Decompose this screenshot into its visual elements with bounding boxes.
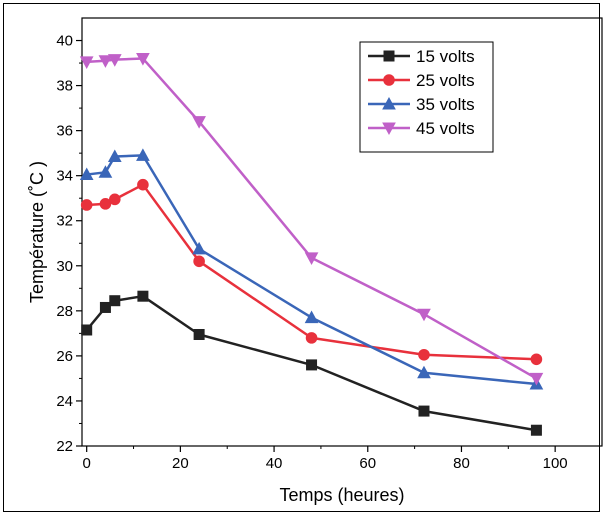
plot-area	[81, 17, 603, 447]
y-tick-label: 38	[56, 78, 73, 95]
data-point	[109, 295, 121, 307]
data-point	[137, 178, 149, 191]
legend: 15 volts 25 volts 35 volts 45 volts	[359, 41, 494, 153]
legend-item: 45 volts	[368, 119, 475, 138]
data-point	[306, 359, 318, 371]
legend-marker	[382, 122, 396, 136]
y-tick-label: 40	[56, 33, 73, 50]
y-tick-label: 30	[56, 258, 73, 275]
x-axis: 0 20 40 60 80 100	[83, 446, 568, 472]
series-0	[81, 290, 542, 436]
y-tick-label: 34	[56, 168, 73, 185]
y-axis-label: Température (˚C )	[27, 161, 47, 303]
x-tick-label: 80	[453, 455, 470, 472]
x-tick-label: 20	[172, 455, 189, 472]
data-point	[305, 332, 318, 344]
legend-marker	[382, 96, 396, 110]
x-tick-label: 40	[266, 455, 283, 472]
data-point	[107, 149, 122, 163]
figure-frame	[3, 3, 600, 512]
data-point	[99, 198, 112, 210]
data-point	[417, 308, 431, 322]
y-tick-label: 32	[56, 213, 73, 230]
data-point	[418, 348, 430, 361]
series-layer	[79, 53, 544, 436]
data-point	[304, 252, 319, 265]
data-point	[136, 148, 150, 161]
series-3	[79, 53, 544, 386]
legend-label: 15 volts	[416, 47, 475, 66]
data-point	[418, 405, 430, 417]
data-point	[98, 55, 113, 68]
data-point	[107, 54, 122, 67]
data-point	[98, 165, 113, 178]
data-point	[530, 424, 542, 436]
legend-marker	[383, 74, 395, 86]
data-point	[136, 53, 150, 66]
y-tick-label: 28	[56, 303, 73, 320]
y-tick-label: 26	[56, 348, 73, 365]
y-tick-label: 22	[56, 438, 73, 455]
data-point	[192, 116, 206, 129]
x-tick-label: 100	[543, 455, 568, 472]
legend-item: 15 volts	[368, 47, 475, 66]
y-axis: 22 24 26 28 30 32 34 36 38 40	[56, 33, 82, 455]
data-point	[193, 255, 205, 268]
series-2	[79, 148, 544, 390]
data-point	[529, 372, 544, 386]
legend-label: 45 volts	[416, 119, 475, 138]
legend-marker	[383, 50, 395, 62]
series-1	[80, 178, 543, 366]
y-tick-label: 36	[56, 123, 73, 140]
data-point	[80, 199, 93, 211]
legend-label: 35 volts	[416, 95, 475, 114]
data-point	[304, 310, 319, 324]
x-tick-label: 60	[359, 455, 376, 472]
legend-label: 25 volts	[416, 71, 475, 90]
series-line	[86, 154, 537, 386]
data-point	[81, 324, 93, 336]
data-point	[417, 365, 431, 379]
data-point	[530, 353, 543, 366]
data-point	[99, 301, 111, 313]
data-point	[192, 241, 206, 255]
legend-box	[359, 41, 494, 153]
data-point	[79, 56, 94, 69]
data-point	[193, 328, 205, 340]
data-point	[137, 290, 149, 302]
legend-item: 35 volts	[368, 95, 475, 114]
data-point	[79, 167, 94, 181]
x-tick-label: 0	[83, 455, 91, 472]
legend-item: 25 volts	[368, 71, 475, 90]
y-tick-label: 24	[56, 393, 73, 410]
x-axis-label: Temps (heures)	[279, 485, 404, 505]
data-point	[108, 193, 121, 206]
